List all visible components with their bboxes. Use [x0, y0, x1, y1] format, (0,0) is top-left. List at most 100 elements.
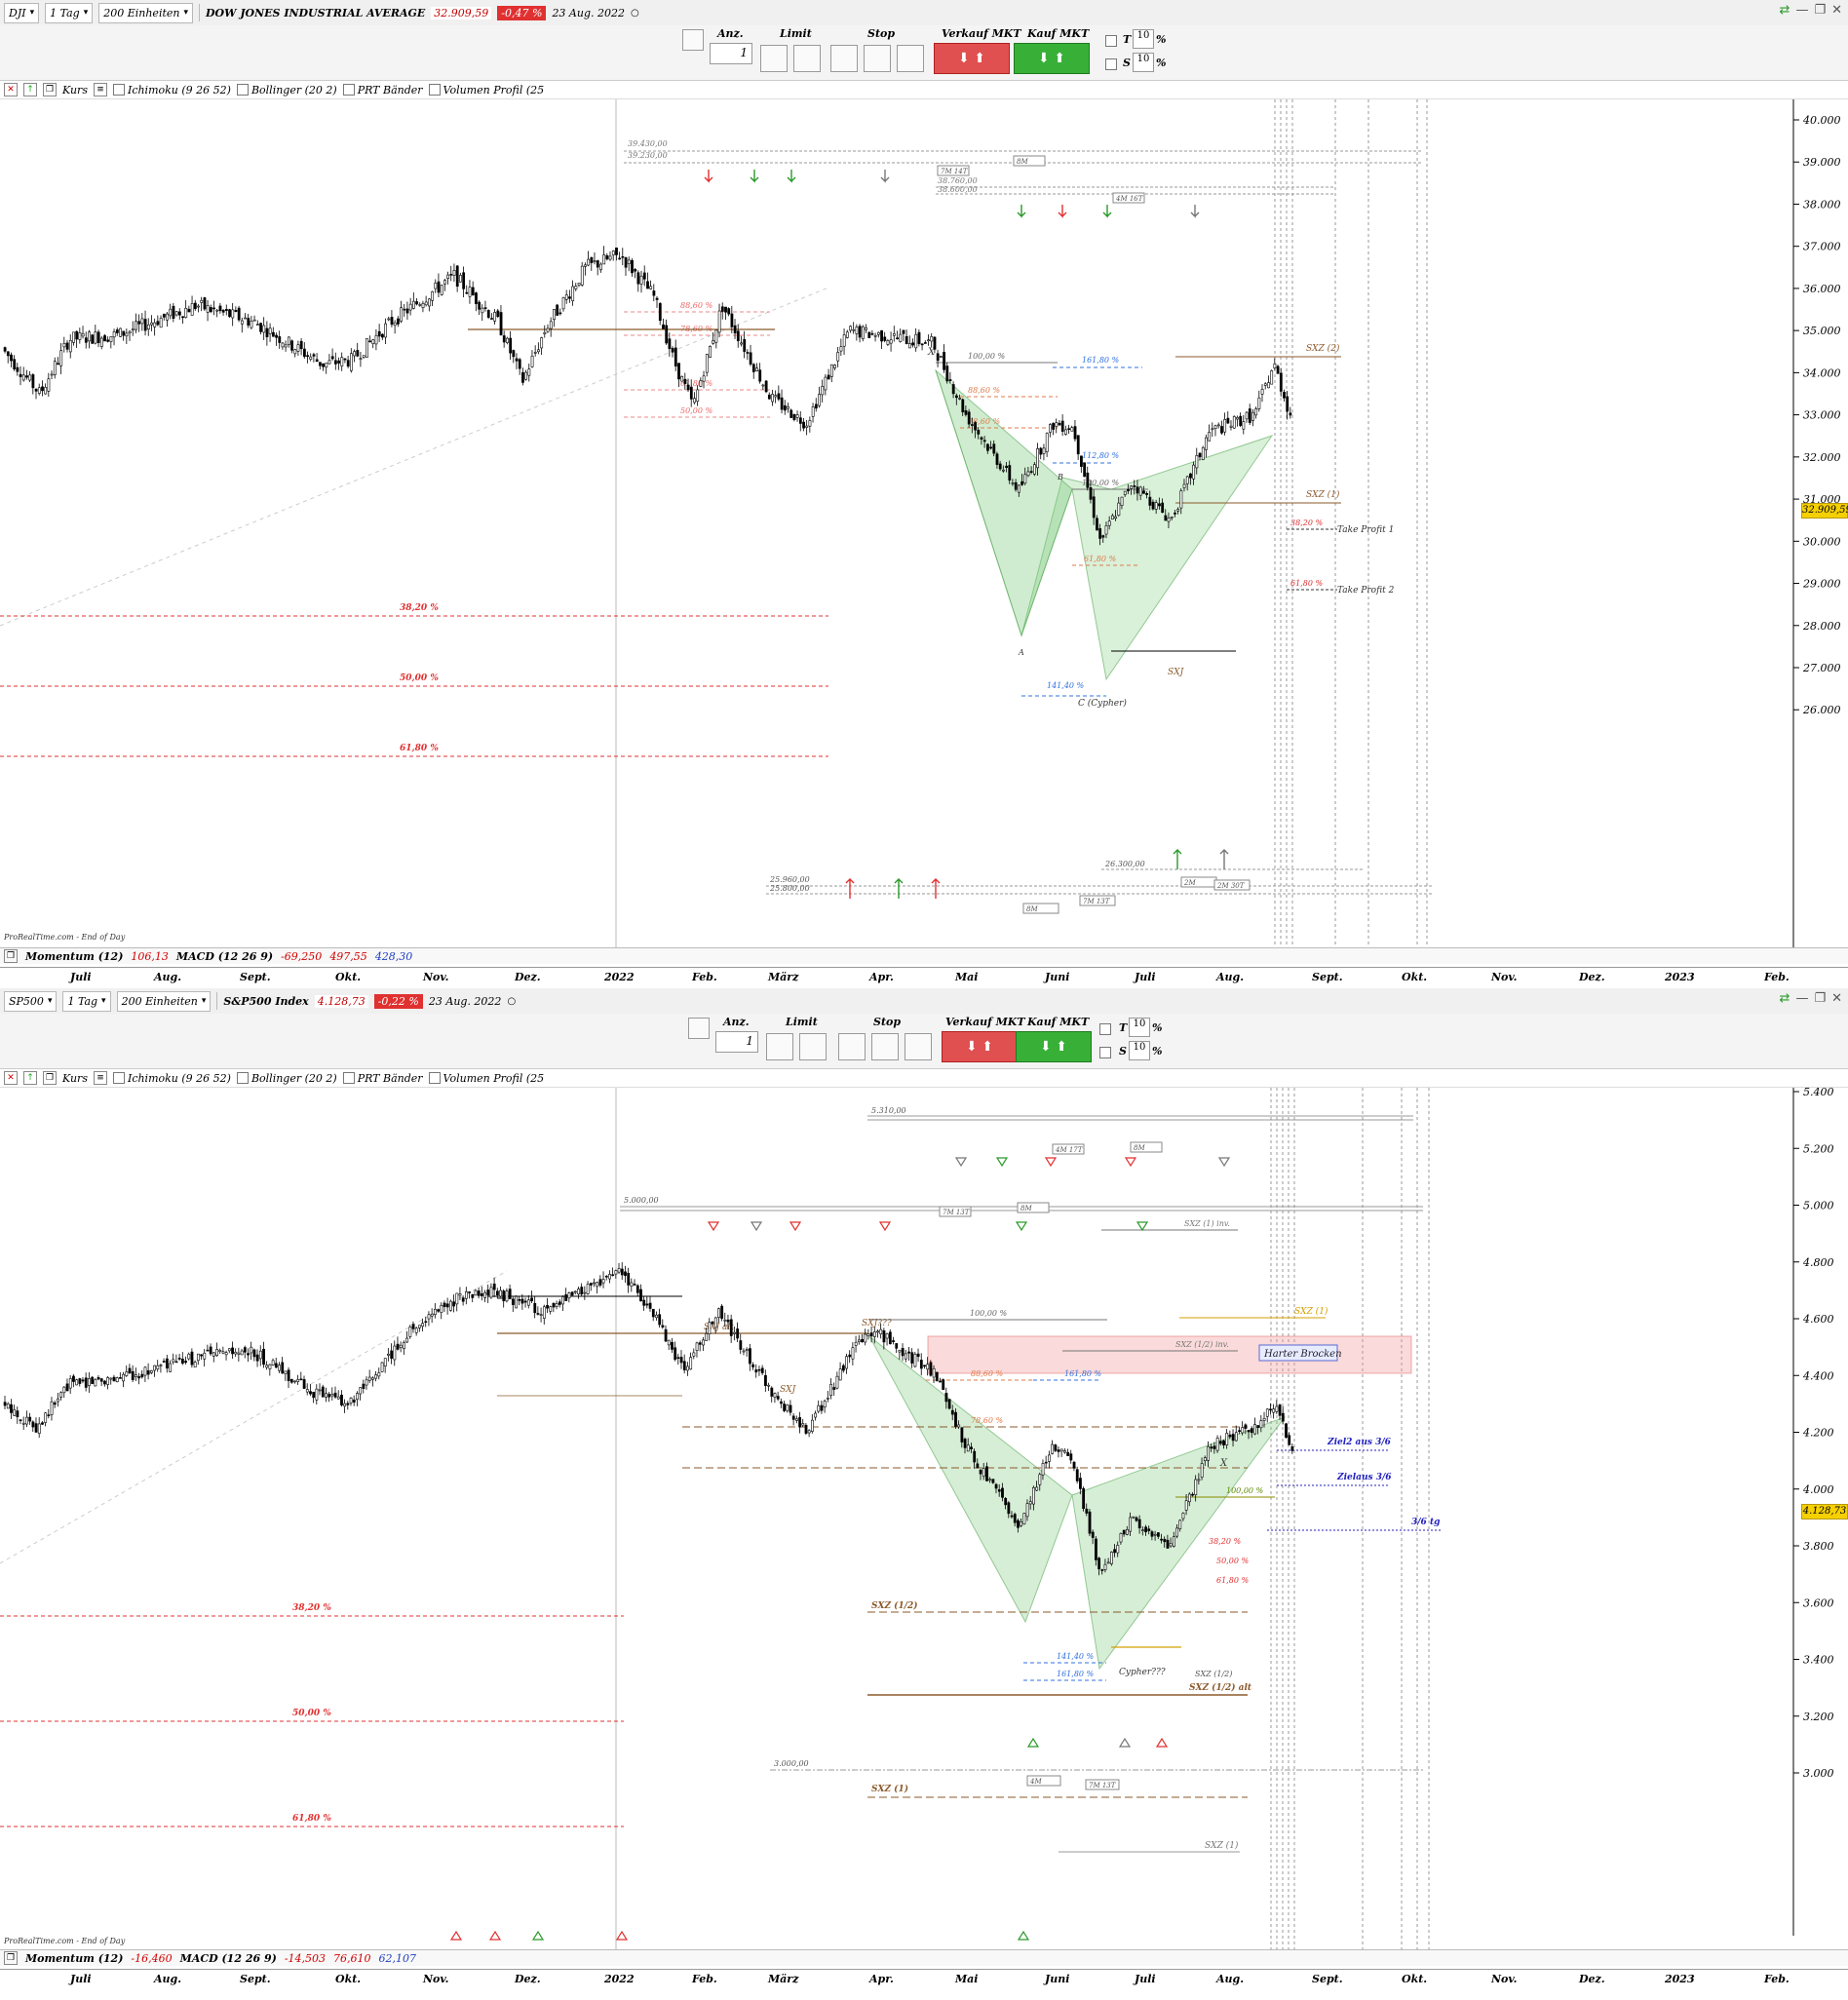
- stop-both-icon[interactable]: [897, 45, 924, 72]
- ind-prt-baender[interactable]: PRT Bänder: [342, 84, 423, 96]
- t-input[interactable]: 10: [1129, 1018, 1150, 1037]
- candle-body: [677, 363, 680, 380]
- ind-volumen-profil[interactable]: Volumen Profil (25: [428, 1072, 544, 1085]
- close-icon[interactable]: ✕: [1831, 3, 1842, 18]
- minimize-icon[interactable]: —: [1795, 3, 1809, 18]
- candle-body: [131, 1370, 135, 1380]
- wrench-icon[interactable]: [682, 29, 704, 51]
- candle-body: [190, 1351, 194, 1365]
- anz-label: Anz.: [717, 27, 744, 40]
- candle-body: [458, 1293, 462, 1296]
- ind-volumen-profil[interactable]: Volumen Profil (25: [428, 84, 544, 96]
- sell-market-button[interactable]: ⬇ ⬆: [942, 1031, 1018, 1062]
- fib-label: 38,20 %: [400, 603, 439, 613]
- candle-body: [858, 326, 862, 338]
- window-icon[interactable]: ❐: [4, 1951, 18, 1965]
- checkbox[interactable]: [342, 84, 355, 96]
- ind-kurs[interactable]: Kurs: [62, 83, 88, 96]
- dji-timeframe-select[interactable]: 1 Tag ▾: [45, 2, 94, 23]
- candle-body: [1036, 448, 1040, 469]
- candle-body: [135, 321, 137, 330]
- ind-bollinger[interactable]: Bollinger (20 2): [236, 84, 337, 96]
- candle-body: [829, 364, 833, 377]
- sp500-units-select[interactable]: 200 Einheiten ▾: [116, 990, 212, 1012]
- candle-body: [667, 1339, 671, 1346]
- dji-price-chart[interactable]: 38,20 % 50,00 % 61,80 % 88,60 % 78,60 % 61,80…: [0, 99, 1848, 947]
- ind-kurs[interactable]: Kurs: [62, 1071, 88, 1085]
- ind-ichimoku[interactable]: Ichimoku (9 26 52): [112, 1072, 231, 1085]
- candle-body: [648, 1302, 652, 1309]
- dji-units-select[interactable]: 200 Einheiten ▾: [98, 2, 194, 23]
- limit-buy-icon[interactable]: [766, 1033, 793, 1060]
- checkbox[interactable]: [112, 1072, 125, 1084]
- close-icon[interactable]: ✕: [1831, 991, 1842, 1006]
- quantity-input[interactable]: 1: [715, 1031, 758, 1053]
- candle-body: [1200, 1463, 1204, 1478]
- sp500-timeframe-select[interactable]: 1 Tag ▾: [62, 990, 111, 1012]
- window-icon[interactable]: ❐: [43, 1071, 57, 1085]
- limit-buy-icon[interactable]: [760, 45, 788, 72]
- cypher-label: Cypher???: [1119, 1668, 1166, 1677]
- close-icon[interactable]: ✕: [4, 1071, 18, 1085]
- time-box: [937, 165, 970, 176]
- wrench-icon[interactable]: [688, 1018, 710, 1039]
- candle-body: [19, 373, 22, 377]
- harter-brocken-box: [1258, 1344, 1338, 1362]
- s-input[interactable]: 10: [1129, 1041, 1150, 1060]
- list-icon[interactable]: ≡: [93, 1071, 107, 1085]
- x-tick-label: Okt.: [1402, 971, 1428, 983]
- ind-ichimoku[interactable]: Ichimoku (9 26 52): [112, 84, 231, 96]
- buy-market-button[interactable]: ⬇ ⬆: [1016, 1031, 1092, 1062]
- checkbox[interactable]: [236, 1072, 249, 1084]
- restore-icon[interactable]: ❐: [1814, 991, 1827, 1006]
- t-checkbox[interactable]: [1099, 1023, 1111, 1035]
- price-line-label: 5.310,00: [871, 1106, 906, 1115]
- checkbox[interactable]: [428, 1072, 441, 1084]
- close-icon[interactable]: ✕: [4, 83, 18, 96]
- sell-market-button[interactable]: ⬇ ⬆: [934, 43, 1010, 74]
- t-label: T: [1123, 33, 1132, 46]
- stop-sell-icon[interactable]: [871, 1033, 899, 1060]
- stop-buy-icon[interactable]: [830, 45, 858, 72]
- checkbox[interactable]: [342, 1072, 355, 1084]
- candle-body: [1060, 420, 1064, 432]
- sync-icon[interactable]: ⇄: [1779, 3, 1790, 18]
- add-icon[interactable]: ↑: [23, 83, 37, 96]
- candle-body: [166, 313, 169, 321]
- window-icon[interactable]: ❐: [43, 83, 57, 96]
- sp500-symbol-select[interactable]: SP500 ▾: [4, 990, 58, 1012]
- candle-body: [671, 348, 674, 353]
- candle-body: [1147, 1528, 1151, 1531]
- candle-body: [686, 1365, 689, 1371]
- limit-sell-icon[interactable]: [799, 1033, 827, 1060]
- checkbox[interactable]: [236, 84, 249, 96]
- dji-symbol-select[interactable]: DJI ▾: [4, 2, 40, 23]
- stop-buy-icon[interactable]: [838, 1033, 866, 1060]
- window-icon[interactable]: ❐: [4, 949, 18, 963]
- ind-prt-baender[interactable]: PRT Bänder: [342, 1072, 423, 1085]
- stop-both-icon[interactable]: [905, 1033, 932, 1060]
- s-checkbox[interactable]: [1105, 58, 1117, 70]
- t-input[interactable]: 10: [1133, 29, 1154, 49]
- s-input[interactable]: 10: [1133, 53, 1154, 72]
- sp500-price-chart[interactable]: 38,20 % 50,00 % 61,80 % Harter Brocken SXJ a…: [0, 1088, 1848, 1949]
- minimize-icon[interactable]: —: [1795, 991, 1809, 1006]
- checkbox[interactable]: [428, 84, 441, 96]
- t-checkbox[interactable]: [1105, 35, 1117, 47]
- limit-sell-icon[interactable]: [793, 45, 821, 72]
- ind-bollinger[interactable]: Bollinger (20 2): [236, 1072, 337, 1085]
- candle-body: [608, 255, 612, 260]
- restore-icon[interactable]: ❐: [1814, 3, 1827, 18]
- candle-body: [1137, 1519, 1141, 1529]
- list-icon[interactable]: ≡: [93, 83, 107, 96]
- buy-market-button[interactable]: ⬇ ⬆: [1014, 43, 1090, 74]
- quantity-input[interactable]: 1: [710, 43, 752, 64]
- checkbox[interactable]: [112, 84, 125, 96]
- s-checkbox[interactable]: [1099, 1047, 1111, 1058]
- tp1-fib: 38,20 %: [1290, 519, 1323, 527]
- candle-body: [443, 280, 446, 285]
- candle-body: [1158, 503, 1161, 507]
- add-icon[interactable]: ↑: [23, 1071, 37, 1085]
- sync-icon[interactable]: ⇄: [1779, 991, 1790, 1006]
- stop-sell-icon[interactable]: [864, 45, 891, 72]
